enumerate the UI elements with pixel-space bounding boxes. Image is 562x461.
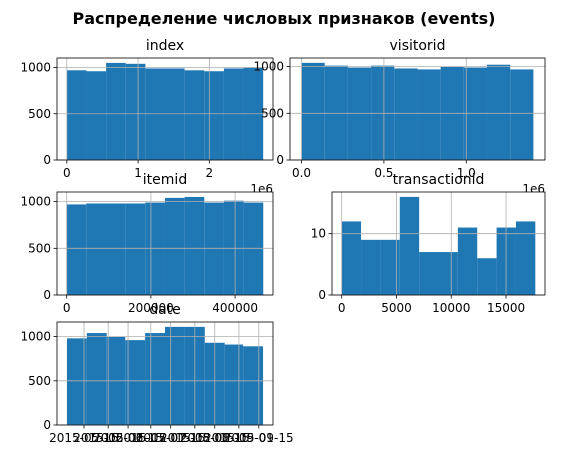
subplot-title: index — [146, 38, 184, 54]
x-tick-label: 2015-08-01 — [160, 431, 230, 445]
histogram-bar — [66, 70, 87, 160]
histogram-bar — [145, 333, 165, 425]
x-tick-label: 2015-05-15 — [49, 431, 119, 445]
y-tick-label: 10 — [311, 227, 326, 241]
axes-frame — [56, 321, 274, 426]
subplot-title: visitorid — [390, 38, 446, 54]
histogram-bar — [371, 65, 395, 160]
x-tick-label: 400000 — [212, 301, 258, 315]
histogram-bar — [223, 200, 244, 295]
histogram-bar — [438, 252, 458, 295]
x-tick-label: 2015-09-15 — [224, 431, 294, 445]
x-tick-label: 0 — [338, 301, 346, 315]
x-tick-label: 10000 — [432, 301, 470, 315]
histogram-bar — [417, 69, 441, 160]
histogram-bar — [457, 227, 478, 295]
y-tick-label: 0 — [276, 153, 284, 167]
histogram-bar — [394, 68, 418, 160]
histogram-bar — [106, 62, 126, 160]
histogram-bar — [165, 326, 185, 425]
histogram-bar — [380, 239, 400, 295]
histogram-bar — [487, 64, 511, 160]
y-tick-label: 1000 — [20, 61, 51, 75]
histogram-bar — [204, 71, 224, 160]
x-tick-label: 15000 — [487, 301, 525, 315]
histogram-bar — [66, 338, 87, 425]
x-tick-label: 0.0 — [292, 166, 311, 180]
y-tick-label: 0 — [43, 418, 51, 432]
subplot: date2015-05-152015-06-012015-06-152015-0… — [20, 302, 293, 445]
histogram-bar — [184, 196, 205, 295]
x-tick-label: 0 — [63, 166, 71, 180]
histogram-bar — [224, 344, 244, 425]
histogram-bar — [184, 70, 205, 160]
histogram-bar — [347, 67, 372, 160]
histogram-bar — [86, 333, 107, 425]
histogram-bar — [223, 68, 244, 160]
x-tick-label: 0 — [63, 301, 71, 315]
histogram-bar — [164, 197, 185, 295]
histogram-bar — [105, 203, 126, 295]
axes-frame — [56, 57, 274, 161]
y-tick-label: 500 — [28, 107, 51, 121]
axes-frame — [56, 191, 274, 296]
y-tick-label: 500 — [28, 374, 51, 388]
histogram-bar — [86, 203, 106, 295]
histogram-bar — [125, 340, 146, 425]
subplot-title: itemid — [143, 172, 187, 188]
histogram-bar — [463, 67, 488, 160]
histogram-bar — [145, 68, 166, 160]
subplot: itemid 0 200000 400000 0 500 1000 — [20, 172, 274, 315]
figure-title: Распределение числовых признаков (events… — [72, 9, 495, 28]
histogram-bar — [341, 221, 362, 295]
y-tick-label: 500 — [28, 241, 51, 255]
y-tick-label: 1000 — [20, 330, 51, 344]
x-tick-label: 1 — [134, 166, 142, 180]
axes-frame — [289, 57, 546, 161]
histogram-bar — [301, 62, 325, 160]
y-tick-label: 500 — [261, 106, 284, 120]
x-tick-label: 2015-07-01 — [116, 431, 186, 445]
subplot-title: date — [149, 302, 181, 318]
histogram-bar — [66, 204, 87, 295]
histogram-bar — [165, 68, 185, 160]
x-tick-label: 2015-06-15 — [93, 431, 163, 445]
histogram-bar — [361, 239, 381, 295]
histogram-bar — [510, 69, 534, 160]
subplot: transactionid 0 5000 10000 15000 0 10 — [311, 172, 546, 315]
y-tick-label: 1000 — [253, 60, 284, 74]
histogram-bar — [399, 196, 420, 295]
histogram-bar — [204, 202, 224, 295]
x-tick-label: 200000 — [128, 301, 174, 315]
histogram-bar — [243, 202, 264, 295]
x-tick-label: 2015-09-01 — [204, 431, 274, 445]
histogram-bar — [324, 65, 348, 160]
x-tick-label: 5000 — [381, 301, 412, 315]
histogram-bar — [145, 202, 165, 295]
histogram-bar — [477, 258, 497, 295]
histogram-bar — [515, 221, 536, 295]
y-tick-label: 0 — [43, 288, 51, 302]
histogram-bar — [419, 252, 439, 295]
axes-frame — [331, 191, 546, 296]
histogram-bar — [86, 71, 107, 160]
histogram-bar — [125, 63, 146, 160]
x-tick-label: 2 — [205, 166, 213, 180]
y-tick-label: 1000 — [20, 195, 51, 209]
y-tick-label: 0 — [318, 288, 326, 302]
x-tick-label: 0.5 — [374, 166, 393, 180]
histogram-bar — [125, 203, 146, 295]
histogram-bar — [243, 346, 264, 425]
x-tick-label: 2015-07-15 — [136, 431, 206, 445]
x-tick-label: 2015-06-01 — [73, 431, 143, 445]
subplot-title: transactionid — [393, 172, 485, 188]
x-tick-label: 2015-08-15 — [180, 431, 250, 445]
x-tick-label: 1.0 — [457, 166, 476, 180]
y-tick-label: 0 — [43, 153, 51, 167]
